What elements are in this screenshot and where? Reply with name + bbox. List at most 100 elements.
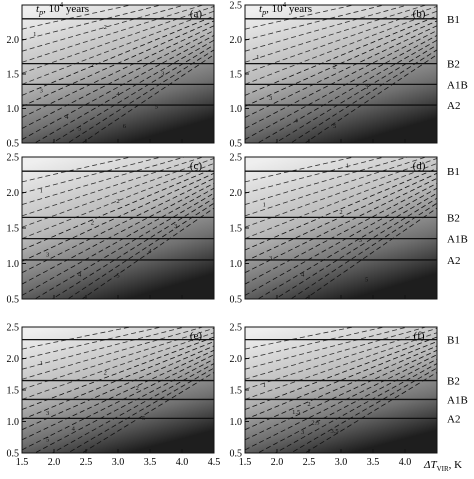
y-tick-label: 1.5 [230,386,243,397]
contour-lines [22,327,214,453]
contour-line [22,35,214,140]
contour-line [245,15,437,96]
contour-line [22,5,163,41]
panel-label: (d) [413,160,426,172]
contour-line [22,10,214,85]
panel-label: (c) [190,160,203,172]
contour-line [257,39,437,143]
y-tick-label: 1.0 [7,104,20,115]
contour-line [257,358,437,453]
x-tick-label: 1.5 [16,457,29,468]
contour-line [245,163,437,240]
contour-label: 1.5 [292,409,300,416]
y-tick-label: 0.5 [230,139,243,150]
contour-line [22,327,205,380]
contour-line [81,372,214,453]
panel-background [22,327,214,453]
contour-label: 3 [269,255,272,262]
contour-line [304,372,437,453]
contour-line [245,157,409,205]
y-tick-label: 1.5 [230,70,243,81]
contour-line [245,354,437,451]
y-tick-label: 0.5 [7,449,20,460]
y-tick-label: 1.0 [230,417,243,428]
y-axis-superscript-right: 4 [283,1,287,9]
contour-label: 2 [307,401,310,408]
contour-line [290,49,437,143]
scenario-label: A1B [447,394,468,406]
y-tick-label: 2.0 [230,354,243,365]
x-tick-label: 4.0 [399,457,412,468]
contour-line [22,163,214,240]
contour-label: 2 [104,24,107,31]
contour-line [245,157,386,194]
contour-label: 4 [116,91,120,98]
contour-line [22,157,186,205]
y-axis-symbol: t [36,3,40,15]
y-tick-label: 1.0 [230,259,243,270]
contour-line [22,336,214,410]
contour-line [22,327,133,350]
contour-line [245,157,356,183]
contour-line [67,202,214,299]
y-tick-label: 2.5 [230,1,243,12]
contour-label: 4 [72,425,76,432]
contour-line [22,25,214,118]
contour-line [290,367,437,453]
contour-line [245,332,437,400]
y-tick-label: 0.5 [230,449,243,460]
y-tick-label: 0.5 [7,295,20,306]
contour-line [245,336,437,410]
x-tick-label: 2.0 [271,457,284,468]
contour-label: 2 [136,385,139,392]
contour-line [245,5,428,63]
x-axis-unit: , K [449,459,463,471]
panel-a: 1 2 2 3 3 4 4 5 5 6 (a) 0.5 1.0 1.5 2.0 [7,4,215,150]
panel-background [22,5,214,143]
contour-label: 1 [40,188,43,195]
y-tick-label: 0.5 [7,139,20,150]
scenario-label: B1 [447,166,460,178]
contour-line [22,345,214,431]
contour-line [245,327,356,350]
y-tick-label: 2.0 [230,188,243,199]
contour-line [245,187,437,296]
contour-line [245,35,437,140]
contour-label: 4 [78,271,82,278]
contour-label: 2 [333,63,336,70]
contour-line [245,30,437,129]
y-tick-label: 2.0 [7,354,20,365]
y-axis-rest: , 10 [43,3,60,15]
x-tick-label: 3.5 [144,457,157,468]
x-tick-label: 3.0 [335,457,348,468]
contour-line [67,367,214,453]
contour-line [304,207,437,299]
contour-line [22,332,214,400]
contour-line [245,349,437,441]
contour-line [22,5,186,52]
contour-label: 1 [263,202,266,209]
contour-line [245,327,437,390]
panel-background [245,5,437,143]
scenario-label: B2 [447,59,460,71]
contour-line [22,177,214,274]
contour-label: 5 [46,437,49,444]
scenario-label: B2 [447,376,460,388]
y-axis-superscript: 4 [60,1,64,9]
y-tick-label: 2.5 [230,153,243,164]
y-tick-label: 1.0 [7,417,20,428]
y-tick-label: 2.0 [230,35,243,46]
y-axis-subscript-right: p [261,8,266,17]
contour-line [22,5,205,63]
contour-label: 4 [148,248,152,255]
contour-label: 3 [46,410,49,417]
x-axis-subscript: VIR [437,465,449,473]
contour-line [22,349,214,441]
contour-line [245,341,437,420]
contour-line [304,54,437,143]
y-tick-label: 0.5 [230,295,243,306]
scenario-label: A2 [447,255,460,267]
contour-label: 5 [155,104,158,111]
contour-line [245,177,437,274]
contour-label: 2.5 [311,420,319,427]
